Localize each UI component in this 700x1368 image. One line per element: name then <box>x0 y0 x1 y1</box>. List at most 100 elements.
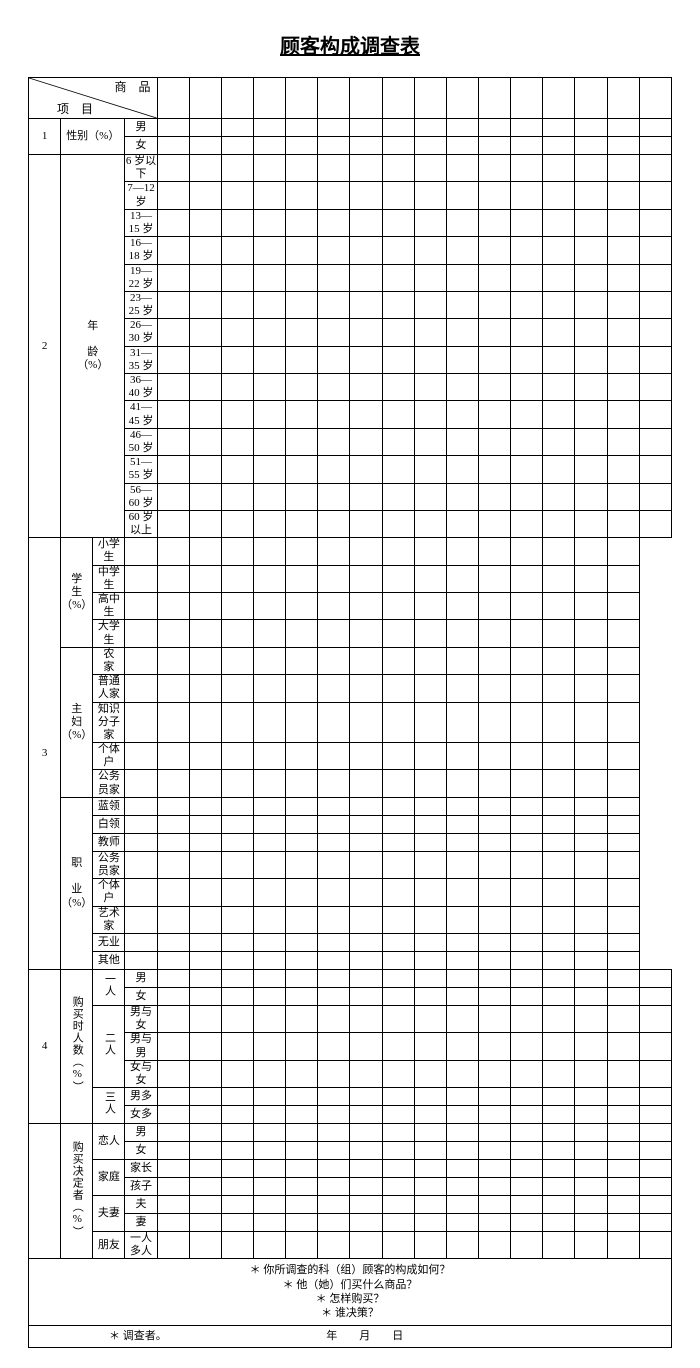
data-cell <box>639 237 671 264</box>
data-cell <box>478 797 510 815</box>
data-cell <box>189 879 221 906</box>
data-cell <box>350 456 382 483</box>
section-number: 1 <box>29 119 61 155</box>
data-cell <box>414 770 446 797</box>
item-label: 男与女 <box>125 1005 157 1032</box>
data-cell <box>543 1033 575 1060</box>
data-cell <box>157 1160 189 1178</box>
data-cell <box>318 969 350 987</box>
item-label: 大学生 <box>93 620 125 647</box>
data-cell <box>286 1005 318 1032</box>
data-cell <box>157 1232 189 1259</box>
data-cell <box>253 182 285 209</box>
data-cell <box>575 969 607 987</box>
data-cell <box>157 1005 189 1032</box>
item-label: 艺术家 <box>93 906 125 933</box>
data-cell <box>607 1060 639 1087</box>
data-cell <box>189 565 221 592</box>
data-cell <box>189 1214 221 1232</box>
data-cell <box>350 1005 382 1032</box>
data-cell <box>157 906 189 933</box>
data-cell <box>607 675 639 702</box>
item-label: 31—35 岁 <box>125 346 157 373</box>
data-cell <box>511 620 543 647</box>
data-cell <box>350 209 382 236</box>
data-cell <box>350 565 382 592</box>
data-cell <box>221 1005 253 1032</box>
data-cell <box>511 510 543 537</box>
data-cell <box>543 770 575 797</box>
data-cell <box>286 647 318 674</box>
data-cell <box>189 1160 221 1178</box>
data-cell <box>382 851 414 878</box>
data-cell <box>157 428 189 455</box>
data-cell <box>382 237 414 264</box>
item-label: 其他 <box>93 951 125 969</box>
data-cell <box>221 510 253 537</box>
section-number <box>29 1124 61 1259</box>
data-cell <box>607 815 639 833</box>
item-label: 46—50 岁 <box>125 428 157 455</box>
data-cell <box>543 851 575 878</box>
data-cell <box>414 593 446 620</box>
data-cell <box>414 969 446 987</box>
data-cell <box>221 456 253 483</box>
data-cell <box>382 319 414 346</box>
data-cell <box>286 565 318 592</box>
data-cell <box>286 1196 318 1214</box>
data-cell <box>414 987 446 1005</box>
item-label: 男 <box>125 969 157 987</box>
data-cell <box>221 1142 253 1160</box>
data-cell <box>446 209 478 236</box>
data-cell <box>478 1033 510 1060</box>
data-cell <box>446 1214 478 1232</box>
data-cell <box>511 291 543 318</box>
data-cell <box>382 743 414 770</box>
item-label: 夫 <box>125 1196 157 1214</box>
data-cell <box>511 1005 543 1032</box>
data-cell <box>511 264 543 291</box>
data-cell <box>350 1196 382 1214</box>
data-cell <box>157 456 189 483</box>
data-cell <box>286 675 318 702</box>
subcategory-label: 一人 <box>93 969 125 1005</box>
data-cell <box>318 538 350 565</box>
data-cell <box>575 428 607 455</box>
data-cell <box>639 319 671 346</box>
data-cell <box>575 119 607 137</box>
footer-notes: ＊ 你所调查的科（组）顾客的构成如何？＊ 他（她）们买什么商品？＊ 怎样购买？＊… <box>29 1259 672 1326</box>
data-cell <box>253 933 285 951</box>
data-cell <box>414 906 446 933</box>
data-cell <box>607 291 639 318</box>
data-cell <box>350 593 382 620</box>
data-cell <box>543 593 575 620</box>
data-cell <box>382 1178 414 1196</box>
data-cell <box>221 346 253 373</box>
header-data-cell <box>382 78 414 119</box>
data-cell <box>607 851 639 878</box>
section-number: 3 <box>29 538 61 970</box>
data-cell <box>253 770 285 797</box>
data-cell <box>446 1142 478 1160</box>
data-cell <box>511 833 543 851</box>
data-cell <box>511 675 543 702</box>
data-cell <box>221 182 253 209</box>
data-cell <box>157 969 189 987</box>
data-cell <box>575 743 607 770</box>
data-cell <box>446 851 478 878</box>
header-diagonal: 商 品 项 目 <box>29 78 158 119</box>
data-cell <box>221 702 253 743</box>
data-cell <box>286 815 318 833</box>
data-cell <box>189 456 221 483</box>
data-cell <box>286 291 318 318</box>
data-cell <box>607 770 639 797</box>
data-cell <box>414 879 446 906</box>
data-cell <box>511 743 543 770</box>
survey-table: 商 品 项 目 1性别（%）男女2年龄（%）6 岁以下7—12 岁13—15 岁… <box>28 77 672 1348</box>
data-cell <box>478 969 510 987</box>
data-cell <box>607 137 639 155</box>
data-cell <box>575 1033 607 1060</box>
data-cell <box>575 137 607 155</box>
data-cell <box>189 770 221 797</box>
data-cell <box>253 743 285 770</box>
